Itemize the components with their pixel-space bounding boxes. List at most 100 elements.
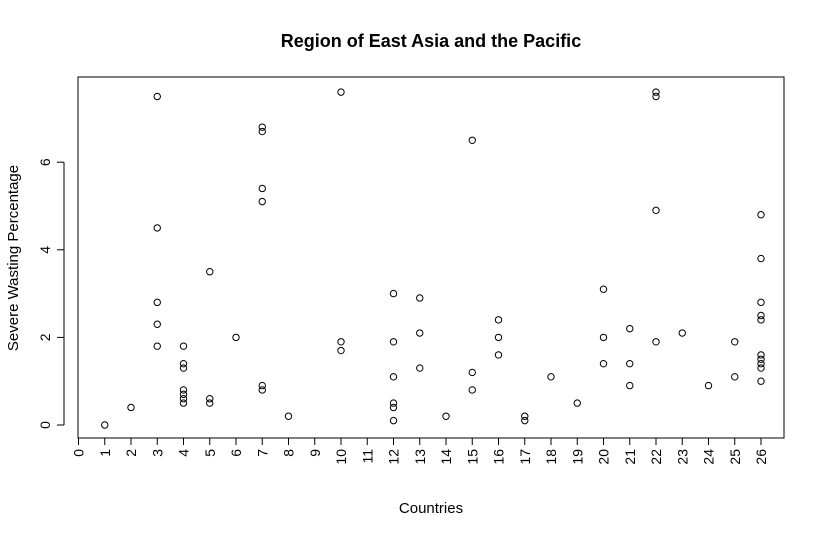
x-tick-label: 8 — [281, 449, 297, 457]
x-tick-label: 21 — [622, 449, 638, 465]
x-tick-label: 2 — [123, 449, 139, 457]
x-tick-label: 6 — [228, 449, 244, 457]
data-point — [494, 333, 503, 342]
x-tick-label: 13 — [412, 449, 428, 465]
data-point — [599, 285, 608, 293]
data-point — [153, 298, 161, 307]
x-tick-label: 0 — [71, 449, 87, 457]
x-axis: 0 1 2 3 4 5 6 7 8 9 10 11 12 13 14 15 16 17 18 19 20 21 22 23 24… — [71, 437, 769, 465]
data-point — [179, 342, 188, 350]
data-point — [416, 294, 424, 302]
data-point — [101, 421, 109, 429]
data-point — [494, 316, 503, 324]
x-tick-label: 26 — [753, 449, 769, 465]
data-point — [757, 211, 765, 219]
data-point — [258, 381, 266, 390]
x-tick-label: 1 — [97, 449, 113, 457]
x-tick-label: 3 — [149, 449, 165, 457]
data-point — [652, 88, 660, 96]
data-point — [389, 289, 398, 298]
data-point — [284, 412, 293, 420]
data-point — [626, 359, 634, 368]
y-axis: 0 2 4 6 — [37, 158, 65, 429]
y-tick-label: 6 — [37, 158, 53, 166]
x-tick-label: 18 — [543, 449, 559, 465]
data-point — [337, 338, 345, 346]
x-tick-label: 15 — [464, 449, 480, 465]
data-points — [101, 88, 765, 429]
data-point — [468, 368, 476, 377]
data-point — [179, 359, 188, 368]
data-point — [757, 311, 765, 320]
data-point — [258, 386, 266, 394]
data-point — [153, 320, 161, 328]
data-point — [258, 123, 266, 131]
x-tick-label: 19 — [569, 449, 585, 465]
x-tick-label: 11 — [359, 449, 375, 464]
data-point — [389, 338, 398, 346]
data-point — [416, 329, 424, 337]
data-point — [389, 416, 398, 425]
x-tick-label: 9 — [307, 449, 323, 457]
data-point — [652, 338, 660, 346]
plot-frame — [77, 76, 785, 439]
data-point — [179, 390, 188, 399]
data-point — [494, 351, 503, 359]
x-tick-label: 23 — [674, 449, 690, 465]
x-tick-label: 17 — [517, 449, 533, 465]
data-point — [731, 338, 739, 346]
data-point — [153, 92, 161, 101]
data-point — [206, 395, 214, 403]
data-point — [153, 342, 161, 350]
data-point — [652, 92, 660, 101]
data-point — [153, 224, 161, 232]
data-point — [599, 333, 608, 342]
data-point — [389, 403, 398, 412]
data-point — [704, 381, 713, 390]
data-point — [389, 373, 398, 381]
data-point — [626, 381, 634, 390]
data-point — [757, 298, 765, 307]
data-point — [206, 399, 214, 407]
data-point — [757, 377, 765, 385]
y-tick-label: 2 — [37, 333, 53, 341]
data-point — [757, 316, 765, 324]
x-tick-label: 24 — [701, 449, 717, 465]
data-point — [757, 364, 765, 372]
x-axis-label: Countries — [399, 500, 463, 517]
data-point — [678, 329, 686, 337]
data-point — [337, 346, 345, 355]
data-point — [757, 351, 765, 359]
data-point — [757, 355, 765, 363]
x-tick-label: 14 — [438, 449, 454, 465]
data-point — [258, 127, 266, 136]
data-point — [521, 416, 529, 425]
data-point — [521, 412, 529, 420]
x-tick-label: 12 — [386, 449, 402, 465]
data-point — [258, 184, 266, 193]
y-tick-label: 4 — [37, 246, 53, 254]
data-point — [206, 268, 214, 276]
data-point — [179, 395, 188, 403]
data-point — [652, 206, 660, 215]
x-tick-label: 22 — [648, 449, 664, 465]
y-tick-label: 0 — [37, 421, 53, 429]
data-point — [731, 373, 739, 381]
data-point — [179, 399, 188, 407]
data-point — [179, 364, 188, 372]
data-point — [599, 359, 608, 368]
data-point — [416, 364, 424, 372]
data-point — [389, 399, 398, 407]
data-point — [179, 386, 188, 394]
data-point — [337, 88, 345, 96]
data-point — [573, 399, 581, 407]
chart-title: Region of East Asia and the Pacific — [281, 31, 581, 51]
data-point — [232, 333, 240, 342]
data-point — [258, 197, 266, 206]
x-tick-label: 5 — [202, 449, 218, 457]
x-tick-label: 7 — [254, 449, 270, 457]
x-tick-label: 16 — [491, 449, 507, 465]
x-tick-label: 4 — [176, 449, 192, 457]
y-axis-label: Severe Wasting Percentage — [5, 165, 22, 351]
